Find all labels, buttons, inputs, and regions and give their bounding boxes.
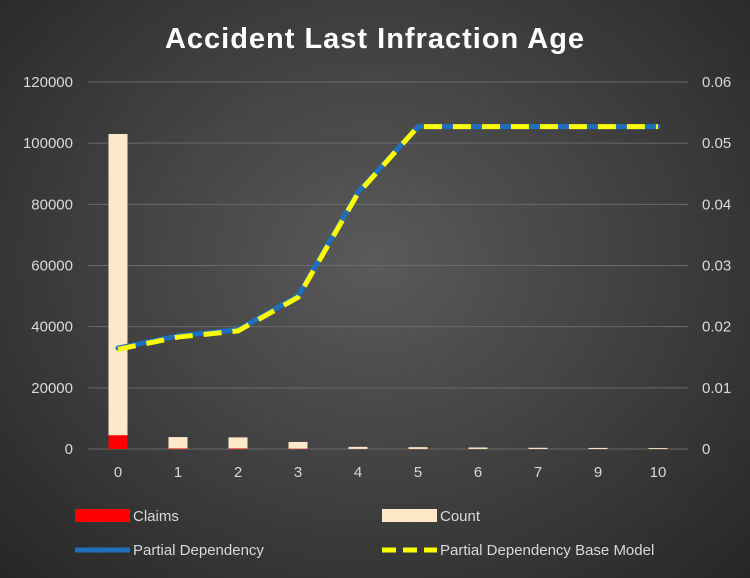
x-axis-tick-label: 2 — [234, 464, 242, 481]
legend-label: Claims — [133, 508, 179, 525]
count-bar — [528, 447, 548, 449]
legend: Claims Count Partial Dependency Partial Dep… — [75, 508, 654, 559]
count-bar — [468, 447, 488, 449]
right-axis-tick-label: 0.06 — [702, 74, 731, 91]
x-axis-tick-label: 5 — [414, 464, 422, 481]
left-axis-ticks: 0 20000 40000 60000 80000 100000 120000 — [23, 74, 73, 458]
x-axis-tick-label: 9 — [594, 464, 602, 481]
count-bar — [408, 447, 428, 449]
legend-claims: Claims — [75, 508, 179, 525]
right-axis-tick-label: 0.01 — [702, 380, 731, 397]
left-axis-tick-label: 0 — [65, 441, 73, 458]
right-axis-ticks: 0 0.01 0.02 0.03 0.04 0.05 0.06 — [702, 74, 731, 458]
claims-bar — [168, 448, 188, 449]
count-bar — [648, 448, 668, 449]
left-axis-tick-label: 80000 — [31, 196, 73, 213]
x-axis-ticks: 0 1 2 3 4 5 6 7 9 10 — [114, 464, 667, 481]
left-axis-tick-label: 60000 — [31, 258, 73, 275]
x-axis-tick-label: 4 — [354, 464, 362, 481]
bars — [108, 133, 668, 449]
claims-bar — [108, 435, 128, 449]
legend-swatch — [75, 509, 130, 522]
legend-label: Count — [440, 508, 481, 525]
count-bar — [348, 446, 368, 449]
right-axis-tick-label: 0.04 — [702, 196, 731, 213]
count-bar — [228, 437, 248, 449]
x-axis-tick-label: 0 — [114, 464, 122, 481]
x-axis-tick-label: 10 — [650, 464, 667, 481]
right-axis-tick-label: 0.02 — [702, 319, 731, 336]
partial-dependency-base-model-line — [117, 124, 658, 352]
right-axis-tick-label: 0.05 — [702, 135, 731, 152]
count-bar — [168, 437, 188, 449]
lines — [115, 124, 661, 352]
count-bar — [588, 447, 608, 449]
legend-swatch — [382, 509, 437, 522]
legend-partial-dependency: Partial Dependency — [75, 542, 264, 559]
x-axis-tick-label: 3 — [294, 464, 302, 481]
legend-count: Count — [382, 508, 481, 525]
legend-label: Partial Dependency Base Model — [440, 542, 654, 559]
left-axis-tick-label: 20000 — [31, 380, 73, 397]
claims-bar — [228, 448, 248, 449]
legend-label: Partial Dependency — [133, 542, 264, 559]
count-bar — [108, 133, 128, 449]
x-axis-tick-label: 7 — [534, 464, 542, 481]
chart-title: Accident Last Infraction Age — [165, 23, 585, 55]
x-axis-tick-label: 6 — [474, 464, 482, 481]
gridlines — [88, 81, 688, 450]
right-axis-tick-label: 0 — [702, 441, 710, 458]
left-axis-tick-label: 100000 — [23, 135, 73, 152]
x-axis-tick-label: 1 — [174, 464, 182, 481]
right-axis-tick-label: 0.03 — [702, 258, 731, 275]
left-axis-tick-label: 120000 — [23, 74, 73, 91]
count-bar — [288, 441, 308, 449]
left-axis-tick-label: 40000 — [31, 319, 73, 336]
legend-partial-dependency-base-model: Partial Dependency Base Model — [382, 542, 654, 559]
